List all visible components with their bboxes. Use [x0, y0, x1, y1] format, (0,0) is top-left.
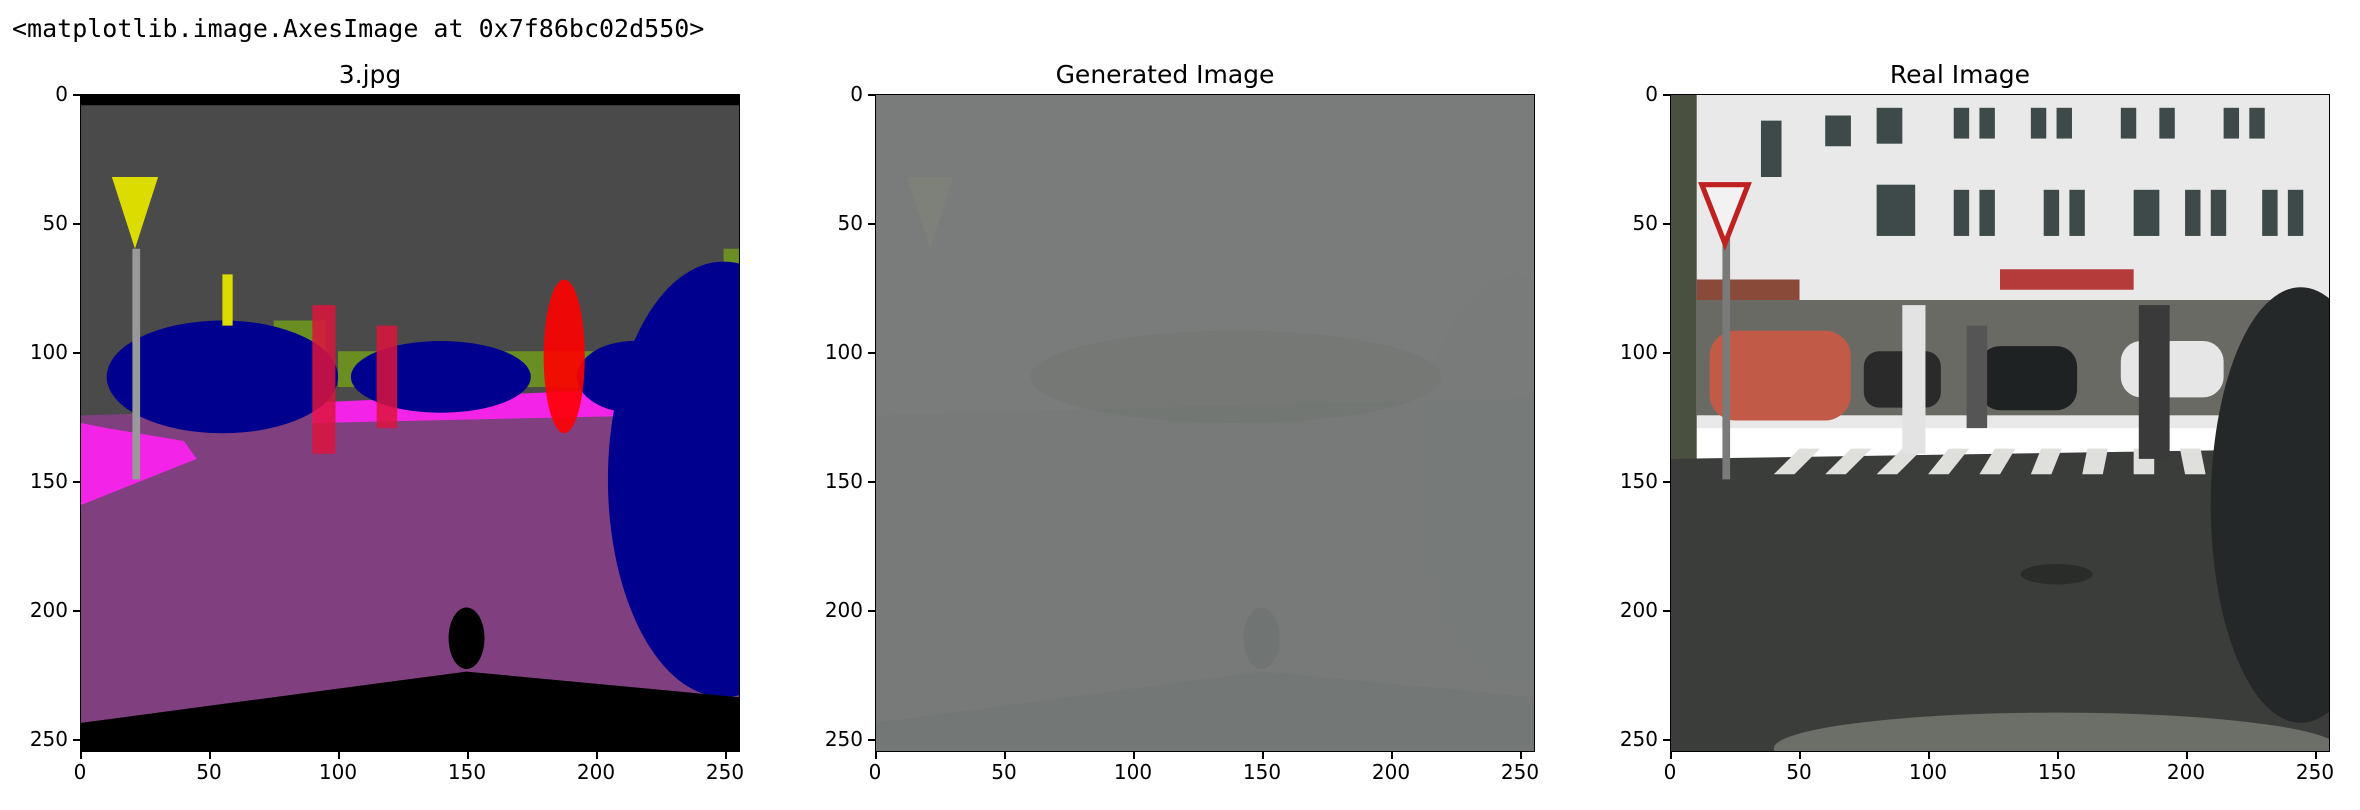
x-tick-label: 50: [991, 760, 1017, 784]
panel-title: 3.jpg: [338, 60, 402, 89]
x-tick-label: 150: [447, 760, 487, 784]
x-tick-label: 250: [705, 760, 745, 784]
x-tick-label: 0: [1663, 760, 1677, 784]
real-image-drawing: [1671, 95, 2329, 751]
y-tick-label: 50: [1632, 211, 1658, 235]
x-tick-label: 100: [318, 760, 358, 784]
x-tick-label: 0: [73, 760, 87, 784]
generated-image: [875, 94, 1535, 752]
y-tick-label: 250: [824, 727, 863, 751]
y-tick-label: 0: [850, 82, 863, 106]
x-tick-label: 200: [2166, 760, 2206, 784]
panel-title: Generated Image: [1055, 60, 1275, 89]
generated-image-drawing: [876, 95, 1534, 751]
x-tick-label: 0: [868, 760, 882, 784]
x-tick-label: 100: [1908, 760, 1948, 784]
y-tick-label: 150: [1619, 469, 1658, 493]
panel-title: Real Image: [1889, 60, 2031, 89]
panel-segmentation: 3.jpg: [20, 60, 744, 810]
x-tick-label: 150: [1242, 760, 1282, 784]
y-tick-label: 200: [824, 598, 863, 622]
segmentation-image-drawing: [81, 95, 739, 751]
y-tick-label: 100: [1619, 340, 1658, 364]
y-tick-label: 250: [1619, 727, 1658, 751]
panel-generated: Generated Image 0 50 100 150 200 250 0 5…: [815, 60, 1539, 810]
y-tick-label: 50: [837, 211, 863, 235]
y-tick-label: 250: [29, 727, 68, 751]
y-tick-label: 100: [29, 340, 68, 364]
y-tick-label: 50: [42, 211, 68, 235]
y-tick-label: 200: [1619, 598, 1658, 622]
y-tick-label: 0: [55, 82, 68, 106]
x-tick-label: 150: [2037, 760, 2077, 784]
panel-real: Real Image: [1610, 60, 2334, 810]
y-tick-label: 200: [29, 598, 68, 622]
x-tick-label: 200: [576, 760, 616, 784]
x-tick-label: 100: [1113, 760, 1153, 784]
y-tick-label: 150: [824, 469, 863, 493]
x-tick-label: 50: [196, 760, 222, 784]
real-image: [1670, 94, 2330, 752]
y-tick-label: 150: [29, 469, 68, 493]
cell-output-text: <matplotlib.image.AxesImage at 0x7f86bc0…: [12, 14, 705, 43]
y-tick-label: 0: [1645, 82, 1658, 106]
segmentation-image: [80, 94, 740, 752]
x-tick-label: 250: [1500, 760, 1540, 784]
x-tick-label: 250: [2295, 760, 2335, 784]
y-tick-label: 100: [824, 340, 863, 364]
x-tick-label: 200: [1371, 760, 1411, 784]
x-tick-label: 50: [1786, 760, 1812, 784]
